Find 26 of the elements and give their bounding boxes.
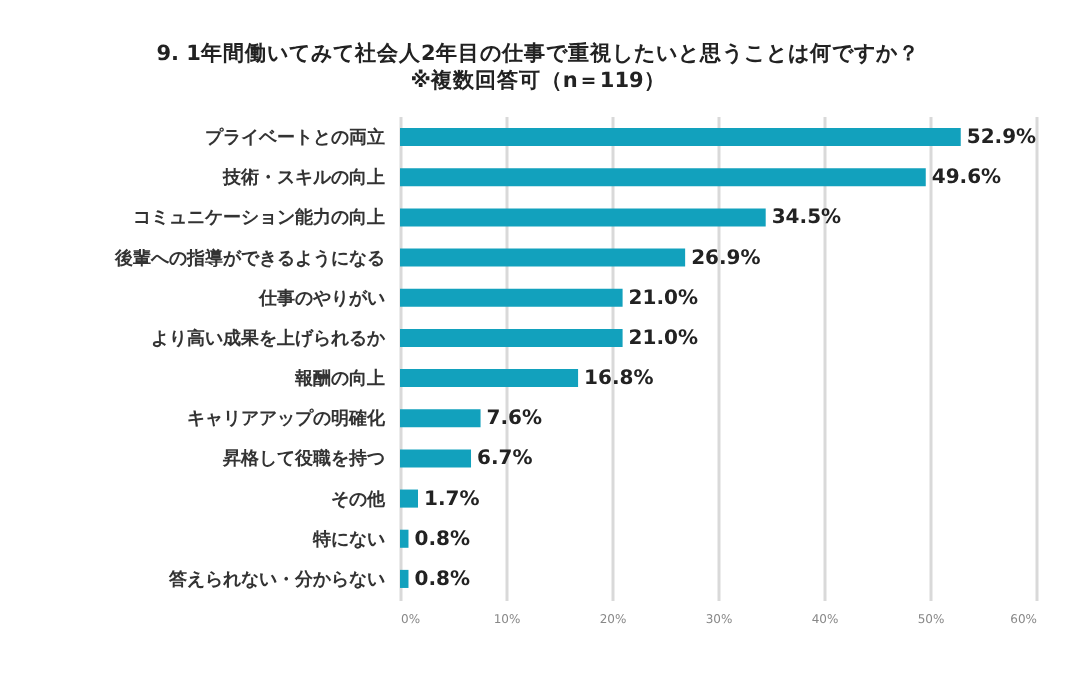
data-label: 52.9% [966, 127, 1037, 150]
data-label: 21.0% [628, 287, 699, 310]
data-label: 0.8% [414, 568, 470, 591]
y-tick-label: キャリアアップの明確化 [187, 408, 387, 431]
data-label: 7.6% [486, 408, 543, 431]
y-tick-label: その他 [331, 488, 387, 511]
y-tick-label: 報酬の向上 [293, 368, 385, 391]
y-tick-label: 昇格して役職を持つ [221, 448, 385, 471]
data-label: 16.8% [584, 368, 654, 391]
y-tick-label: 答えられない・分からない [167, 568, 385, 591]
data-label: 49.6% [931, 167, 1002, 190]
y-tick-label: プライベートとの両立 [205, 127, 385, 150]
data-label: 21.0% [628, 327, 699, 350]
y-tick-label: 後輩への指導ができるようになる [113, 247, 385, 270]
y-tick-label: 仕事のやりがい [257, 287, 385, 310]
data-label: 34.5% [771, 207, 842, 230]
y-tick-label: 特にない [311, 528, 385, 551]
y-tick-label: より高い成果を上げられるか [151, 327, 387, 350]
data-label: 6.7% [477, 448, 533, 471]
data-label: 26.9% [691, 247, 761, 270]
y-tick-label: コミュニケーション能力の向上 [133, 207, 385, 230]
chart-subtitle: ※複数回答可（n＝119） [410, 67, 666, 93]
data-label: 1.7% [424, 488, 480, 511]
chart-title: 9. 1年間働いてみて社会人2年目の仕事で重視したいと思うことは何ですか？ [156, 40, 920, 66]
y-tick-label: 技術・スキルの向上 [221, 167, 385, 190]
data-label: 0.8% [414, 528, 470, 551]
